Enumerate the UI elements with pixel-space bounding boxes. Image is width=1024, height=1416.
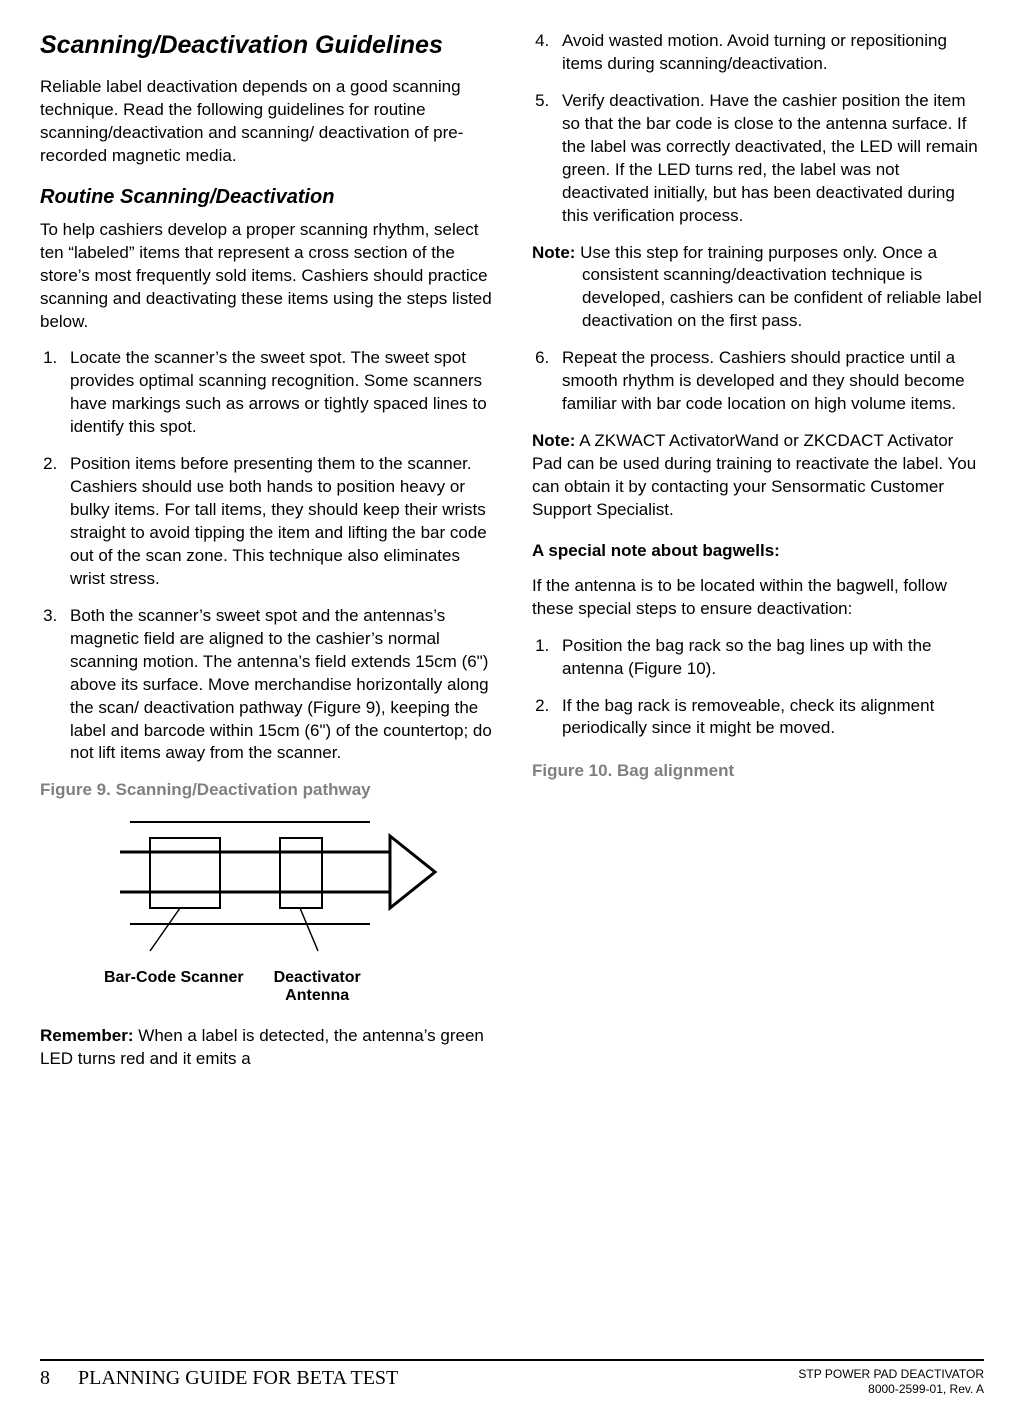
list-item: Repeat the process. Cashiers should prac…: [554, 347, 984, 416]
barcode-scanner-label: Bar-Code Scanner: [104, 969, 244, 1005]
figure-9-diagram: Bar-Code Scanner Deactivator Antenna: [100, 816, 492, 1005]
list-item: If the bag rack is removeable, check its…: [554, 695, 984, 741]
steps-list-right-2: Repeat the process. Cashiers should prac…: [532, 347, 984, 416]
note-label: Note:: [532, 431, 575, 450]
antenna-label-line1: Deactivator: [274, 969, 361, 986]
page-footer: 8 PLANNING GUIDE FOR BETA TEST STP POWER …: [40, 1359, 984, 1398]
page-content: Scanning/Deactivation Guidelines Reliabl…: [40, 30, 984, 1330]
steps-list-left: Locate the scanner’s the sweet spot. The…: [40, 347, 492, 765]
bagwells-intro: If the antenna is to be located within t…: [532, 575, 984, 621]
list-item: Locate the scanner’s the sweet spot. The…: [62, 347, 492, 439]
main-heading: Scanning/Deactivation Guidelines: [40, 30, 492, 60]
footer-right: STP POWER PAD DEACTIVATOR 8000-2599-01, …: [798, 1367, 984, 1398]
steps-list-right: Avoid wasted motion. Avoid turning or re…: [532, 30, 984, 228]
list-item: Position the bag rack so the bag lines u…: [554, 635, 984, 681]
list-item: Position items before presenting them to…: [62, 453, 492, 591]
intro-paragraph: Reliable label deactivation depends on a…: [40, 76, 492, 168]
list-item: Verify deactivation. Have the cashier po…: [554, 90, 984, 228]
footer-left: 8 PLANNING GUIDE FOR BETA TEST: [40, 1367, 398, 1390]
note-label: Note:: [532, 243, 575, 262]
bagwells-steps: Position the bag rack so the bag lines u…: [532, 635, 984, 741]
footer-title: PLANNING GUIDE FOR BETA TEST: [78, 1367, 398, 1389]
footer-docnum: 8000-2599-01, Rev. A: [798, 1382, 984, 1398]
left-column: Scanning/Deactivation Guidelines Reliabl…: [40, 30, 492, 1330]
figure-9-caption: Figure 9. Scanning/Deactivation pathway: [40, 779, 492, 802]
note-2-text: A ZKWACT ActivatorWand or ZKCDACT Activa…: [532, 431, 976, 519]
deactivator-antenna-label: Deactivator Antenna: [274, 969, 361, 1005]
antenna-label-line2: Antenna: [285, 987, 349, 1004]
section-heading: Routine Scanning/Deactivation: [40, 186, 492, 209]
remember-label: Remember:: [40, 1026, 134, 1045]
section-intro: To help cashiers develop a proper scanni…: [40, 219, 492, 334]
right-column: Avoid wasted motion. Avoid turning or re…: [532, 30, 984, 1330]
list-item: Avoid wasted motion. Avoid turning or re…: [554, 30, 984, 76]
remember-paragraph: Remember: When a label is detected, the …: [40, 1025, 492, 1071]
pathway-diagram-svg: [100, 816, 440, 956]
figure-9-labels: Bar-Code Scanner Deactivator Antenna: [104, 969, 492, 1005]
note-1: Note: Use this step for training purpose…: [532, 242, 984, 334]
note-1-text: Use this step for training purposes only…: [575, 243, 981, 331]
page-number: 8: [40, 1367, 50, 1390]
bagwells-subheading: A special note about bagwells:: [532, 540, 984, 563]
figure-10-caption: Figure 10. Bag alignment: [532, 760, 984, 783]
note-2: Note: A ZKWACT ActivatorWand or ZKCDACT …: [532, 430, 984, 522]
footer-product: STP POWER PAD DEACTIVATOR: [798, 1367, 984, 1383]
list-item: Both the scanner’s sweet spot and the an…: [62, 605, 492, 766]
